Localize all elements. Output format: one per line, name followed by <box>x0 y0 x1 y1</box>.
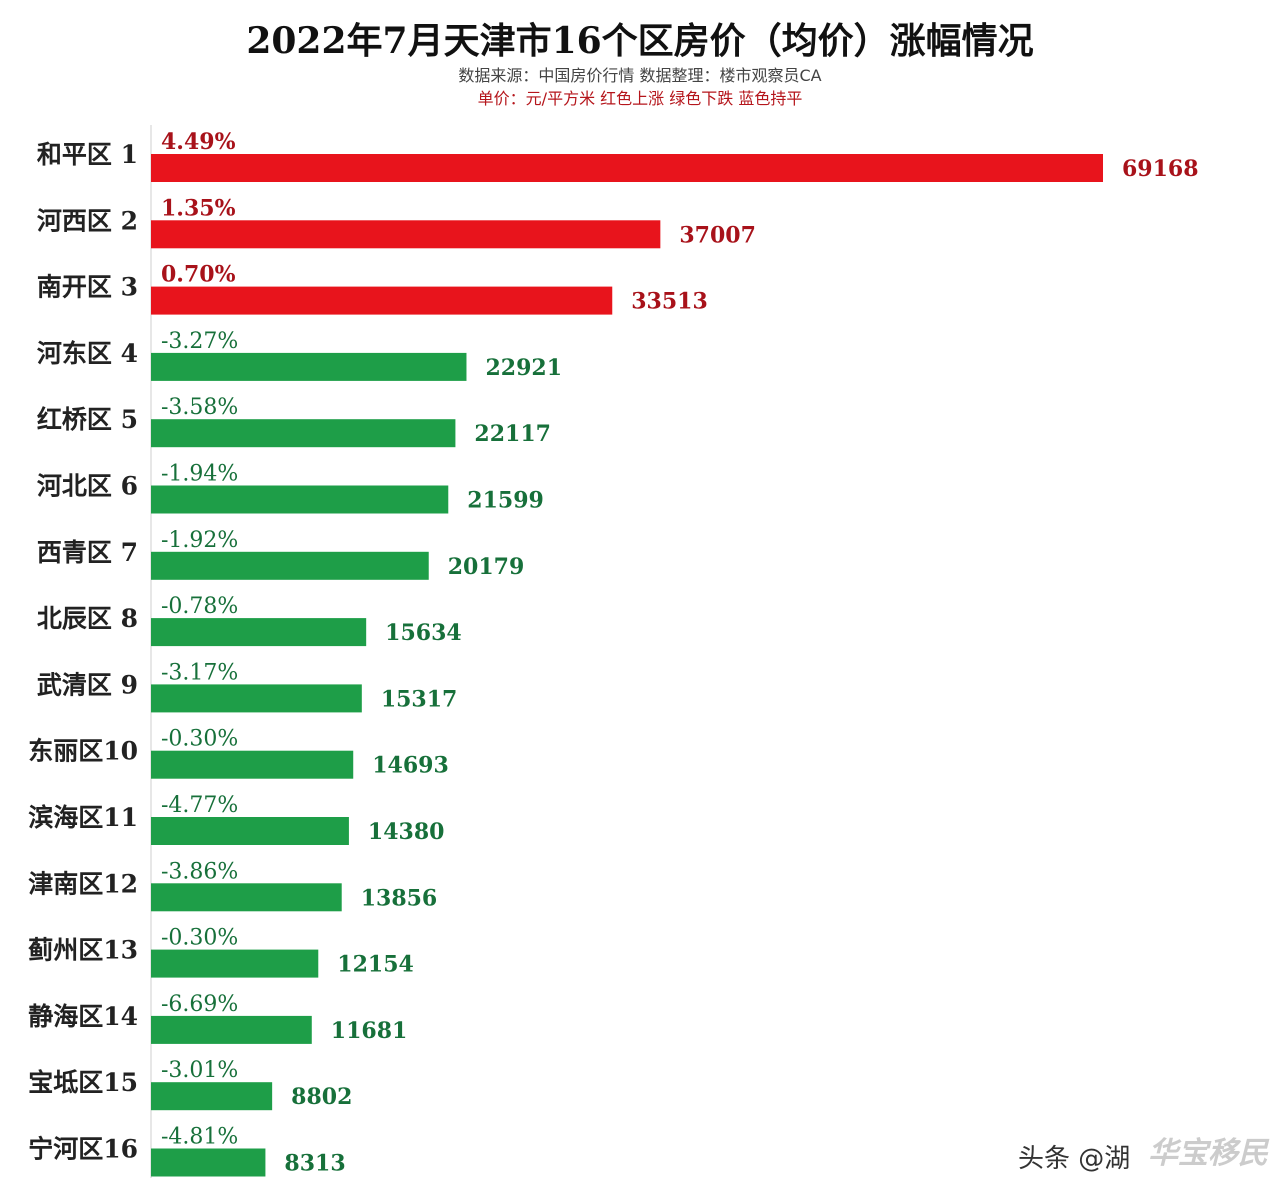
value-label: 8313 <box>284 1151 345 1177</box>
bar-10 <box>151 750 354 779</box>
category-label: 河北区 6 <box>37 472 138 501</box>
value-label: 69168 <box>1122 156 1199 182</box>
change-label: -3.27% <box>161 329 238 354</box>
watermark-logo: 华宝移民 <box>1148 1136 1268 1171</box>
change-label: -4.77% <box>161 793 238 818</box>
change-label: 4.49% <box>161 129 236 155</box>
category-label: 津南区12 <box>28 869 138 898</box>
category-label: 滨海区11 <box>28 803 138 832</box>
bar-9 <box>151 684 362 713</box>
value-label: 22117 <box>474 421 551 447</box>
category-label: 南开区 3 <box>37 273 138 302</box>
category-label: 北辰区 8 <box>37 604 138 633</box>
value-label: 22921 <box>485 355 562 381</box>
value-label: 14693 <box>372 753 449 779</box>
value-label: 20179 <box>448 554 525 580</box>
watermark-text: 头条 @湖 <box>1018 1144 1131 1174</box>
chart-title: 2022年7月天津市16个区房价（均价）涨幅情况 <box>246 20 1034 62</box>
change-label: -1.92% <box>161 528 238 553</box>
value-label: 8802 <box>291 1084 352 1110</box>
category-label: 宁河区16 <box>28 1135 138 1164</box>
change-label: -4.81% <box>161 1125 238 1150</box>
bar-5 <box>151 419 456 448</box>
bar-12 <box>151 883 342 912</box>
category-label: 宝坻区15 <box>28 1068 138 1097</box>
category-label: 河西区 2 <box>37 206 138 235</box>
change-label: 1.35% <box>161 195 236 221</box>
change-label: -0.30% <box>161 727 238 752</box>
change-label: -3.17% <box>161 660 238 685</box>
value-label: 15634 <box>385 620 462 646</box>
chart-subtitle-source: 数据来源：中国房价行情 数据整理：楼市观察员CA <box>458 66 822 85</box>
category-label: 蓟州区13 <box>27 936 138 965</box>
bar-1 <box>151 154 1103 182</box>
value-label: 14380 <box>368 819 445 845</box>
change-label: -3.01% <box>161 1058 238 1083</box>
bar-13 <box>151 949 319 978</box>
category-label: 东丽区10 <box>28 737 138 766</box>
change-label: -0.78% <box>161 594 238 619</box>
category-label: 和平区 1 <box>37 140 138 169</box>
change-label: 0.70% <box>161 262 236 288</box>
bar-3 <box>151 286 613 315</box>
bar-16 <box>151 1148 266 1177</box>
change-label: -0.30% <box>161 926 238 951</box>
bar-2 <box>151 220 661 249</box>
value-label: 12154 <box>337 952 414 978</box>
change-label: -3.58% <box>161 395 238 420</box>
bar-8 <box>151 618 367 647</box>
category-label: 武清区 9 <box>37 670 138 699</box>
value-label: 13856 <box>361 885 438 911</box>
bar-6 <box>151 485 449 514</box>
bar-4 <box>151 352 467 381</box>
value-label: 37007 <box>679 222 756 248</box>
change-label: -3.86% <box>161 859 238 884</box>
change-label: -6.69% <box>161 992 238 1017</box>
bar-11 <box>151 817 349 845</box>
chart-subtitle-legend: 单价：元/平方米 红色上涨 绿色下跌 蓝色持平 <box>477 89 803 108</box>
bar-15 <box>151 1082 273 1111</box>
value-label: 21599 <box>467 488 544 514</box>
value-label: 11681 <box>331 1018 408 1044</box>
category-label: 河东区 4 <box>37 339 138 368</box>
bar-14 <box>151 1015 312 1044</box>
category-label: 静海区14 <box>28 1002 138 1031</box>
value-label: 15317 <box>381 686 458 712</box>
category-label: 西青区 7 <box>37 538 138 567</box>
bar-7 <box>151 551 429 580</box>
category-label: 红桥区 5 <box>37 405 138 434</box>
value-label: 33513 <box>631 289 708 315</box>
change-label: -1.94% <box>161 462 238 487</box>
